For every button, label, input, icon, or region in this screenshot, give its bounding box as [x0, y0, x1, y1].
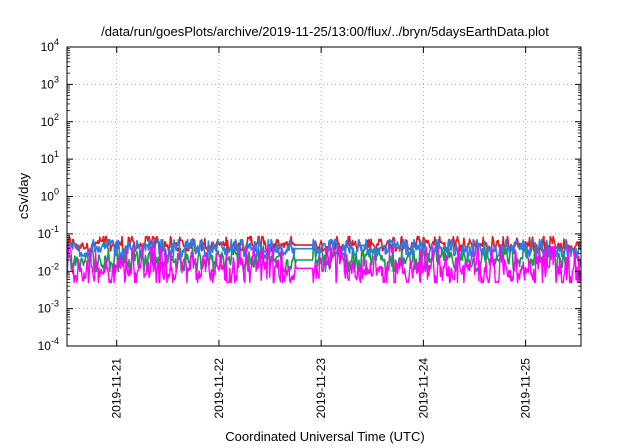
x-tick-label: 2019-11-22	[212, 358, 226, 419]
x-axis: 2019-11-21 2019-11-22 2019-11-23 2019-11-24…	[110, 47, 533, 419]
y-tick-label: 103	[41, 74, 59, 91]
grid	[67, 47, 581, 346]
y-tick-label: 104	[41, 37, 59, 54]
y-tick-label: 10-2	[38, 261, 59, 278]
y-tick-label: 10-4	[38, 336, 59, 353]
x-axis-label: Coordinated Universal Time (UTC)	[225, 429, 424, 444]
series-line	[66, 238, 582, 258]
chart-title: /data/run/goesPlots/archive/2019-11-25/1…	[101, 24, 549, 39]
y-tick-label: 10-1	[38, 224, 59, 241]
y-axis: 10-4 10-3 10-2 10-1 100 101 102 103 104	[38, 37, 581, 353]
x-tick-label: 2019-11-23	[314, 358, 328, 419]
x-tick-label: 2019-11-24	[416, 358, 430, 419]
y-tick-label: 101	[41, 149, 59, 166]
y-tick-label: 10-3	[38, 299, 59, 316]
series-line	[66, 235, 582, 252]
series-line	[66, 246, 582, 284]
y-axis-label: cSv/day	[16, 172, 31, 219]
x-tick-label: 2019-11-25	[519, 358, 533, 419]
series-layer	[66, 235, 582, 284]
y-tick-label: 100	[41, 187, 59, 204]
x-tick-label: 2019-11-21	[110, 358, 124, 419]
y-tick-label: 102	[41, 112, 59, 129]
